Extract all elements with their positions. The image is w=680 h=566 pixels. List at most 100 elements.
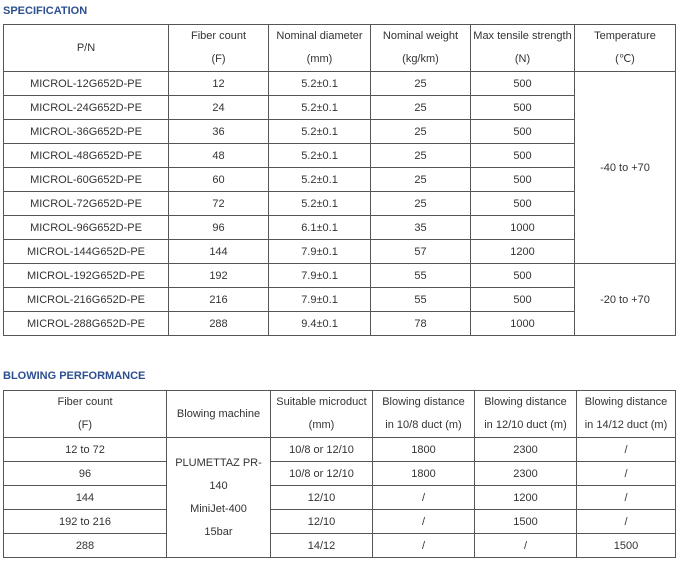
cell-text: Nominal weight	[382, 30, 459, 42]
table-cell: MICROL-72G652D-PE	[3, 191, 169, 216]
cell-text: (℃)	[615, 53, 635, 65]
table-cell: 144	[168, 239, 269, 264]
table-cell: 500	[470, 263, 575, 288]
table-cell: /	[474, 533, 577, 558]
table-cell: 14/12	[270, 533, 373, 558]
table-cell: 6.1±0.1	[268, 215, 371, 240]
table-cell: MICROL-24G652D-PE	[3, 95, 169, 120]
cell-text: Fiber count	[190, 30, 247, 42]
header-row: P/N Fiber count (F) Nominal diameter (mm) Nom…	[3, 24, 676, 72]
blowing-table: Fiber count (F) Blowing machine Suitable mi…	[3, 390, 676, 558]
table-cell: 288	[3, 533, 167, 558]
table-cell: 72	[168, 191, 269, 216]
table-cell: 55	[370, 263, 471, 288]
specification-title: SPECIFICATION	[3, 5, 88, 17]
table-cell: 78	[370, 311, 471, 336]
cell-text: Blowing distance	[584, 396, 668, 408]
table-cell: MICROL-144G652D-PE	[3, 239, 169, 264]
table-cell: MICROL-12G652D-PE	[3, 71, 169, 96]
cell-text: Blowing machine	[176, 407, 261, 420]
table-row: MICROL-24G652D-PE 24 5.2±0.1 25 500	[3, 95, 676, 120]
cell-text: (kg/km)	[402, 53, 439, 65]
cell-text: 15bar	[204, 525, 233, 538]
cell-text: in 14/12 duct (m)	[584, 419, 668, 431]
table-cell: 500	[470, 191, 575, 216]
table-cell: 1500	[474, 509, 577, 534]
table-cell: 1000	[470, 311, 575, 336]
table-cell: /	[576, 509, 676, 534]
cell-text: Suitable microduct	[276, 396, 367, 408]
table-cell: 25	[370, 95, 471, 120]
table-cell: 1200	[470, 239, 575, 264]
cell-text: (F)	[211, 53, 226, 65]
table-cell: 5.2±0.1	[268, 119, 371, 144]
table-cell: 35	[370, 215, 471, 240]
table-cell: 1800	[372, 437, 475, 462]
table-cell: 7.9±0.1	[268, 239, 371, 264]
table-cell: 1800	[372, 461, 475, 486]
table-cell: 2300	[474, 461, 577, 486]
table-cell: 25	[370, 191, 471, 216]
table-cell: Max tensile strength (N)	[470, 24, 575, 72]
table-cell: 500	[470, 167, 575, 192]
cell-text: in 12/10 duct (m)	[484, 419, 567, 431]
table-cell: 5.2±0.1	[268, 191, 371, 216]
table-cell: Blowing machine	[166, 390, 271, 438]
table-row: MICROL-60G652D-PE 60 5.2±0.1 25 500	[3, 167, 676, 192]
cell-text: Nominal diameter	[276, 30, 363, 42]
cell-text: in 10/8 duct (m)	[385, 419, 462, 431]
table-cell: MICROL-60G652D-PE	[3, 167, 169, 192]
table-cell: MICROL-96G652D-PE	[3, 215, 169, 240]
table-cell: MICROL-216G652D-PE	[3, 287, 169, 312]
cell-text: MiniJet-400	[190, 502, 247, 515]
blowing-machine-cell: PLUMETTAZ PR- 140 MiniJet-400 15bar	[166, 437, 271, 558]
table-row: 12 to 72 PLUMETTAZ PR- 140 MiniJet-400 15bar…	[3, 437, 676, 558]
table-cell: MICROL-288G652D-PE	[3, 311, 169, 336]
cell-text: 140	[209, 479, 228, 492]
cell-text: Blowing distance	[382, 396, 465, 408]
table-cell: 288	[168, 311, 269, 336]
cell-text: Max tensile strength	[473, 30, 572, 42]
cell-text: Blowing distance	[484, 396, 567, 408]
table-row: MICROL-12G652D-PE 12 5.2±0.1 25 500 -40 to +7…	[3, 71, 676, 264]
cell-text: (N)	[514, 53, 531, 65]
table-cell: 500	[470, 71, 575, 96]
table-cell: 216	[168, 287, 269, 312]
table-cell: 1000	[470, 215, 575, 240]
table-cell: -20 to +70	[574, 263, 676, 336]
cell-text: (mm)	[306, 53, 333, 65]
cell-text: Temperature	[594, 30, 656, 42]
table-cell: 5.2±0.1	[268, 167, 371, 192]
table-cell: 25	[370, 167, 471, 192]
header-row: Fiber count (F) Blowing machine Suitable mi…	[3, 390, 676, 438]
table-cell: Temperature (℃)	[574, 24, 676, 72]
table-cell: 7.9±0.1	[268, 263, 371, 288]
table-cell: 2300	[474, 437, 577, 462]
table-cell: 12 to 72	[3, 437, 167, 462]
cell-text: Fiber count	[57, 396, 113, 408]
table-cell: Nominal diameter (mm)	[268, 24, 371, 72]
table-cell: 7.9±0.1	[268, 287, 371, 312]
table-cell: 96	[168, 215, 269, 240]
table-row: 144 12/10/1200/	[3, 485, 676, 510]
table-cell: 25	[370, 71, 471, 96]
table-cell: 5.2±0.1	[268, 71, 371, 96]
table-row: 192 to 216 12/10/1500/	[3, 509, 676, 534]
table-cell: 144	[3, 485, 167, 510]
cell-text: (F)	[77, 419, 93, 431]
table-row: 288 14/12//1500	[3, 533, 676, 558]
table-cell: 57	[370, 239, 471, 264]
table-cell: 1500	[576, 533, 676, 558]
table-cell: 500	[470, 287, 575, 312]
table-cell: 12	[168, 71, 269, 96]
table-cell: Fiber count (F)	[168, 24, 269, 72]
table-cell: -40 to +70	[574, 71, 676, 264]
table-cell: 500	[470, 143, 575, 168]
table-cell: 5.2±0.1	[268, 143, 371, 168]
table-cell: P/N	[3, 24, 169, 72]
cell-text: PLUMETTAZ PR-	[175, 456, 262, 469]
table-cell: 48	[168, 143, 269, 168]
table-cell: /	[372, 533, 475, 558]
table-cell: 12/10	[270, 509, 373, 534]
cell-text: (mm)	[308, 419, 335, 431]
